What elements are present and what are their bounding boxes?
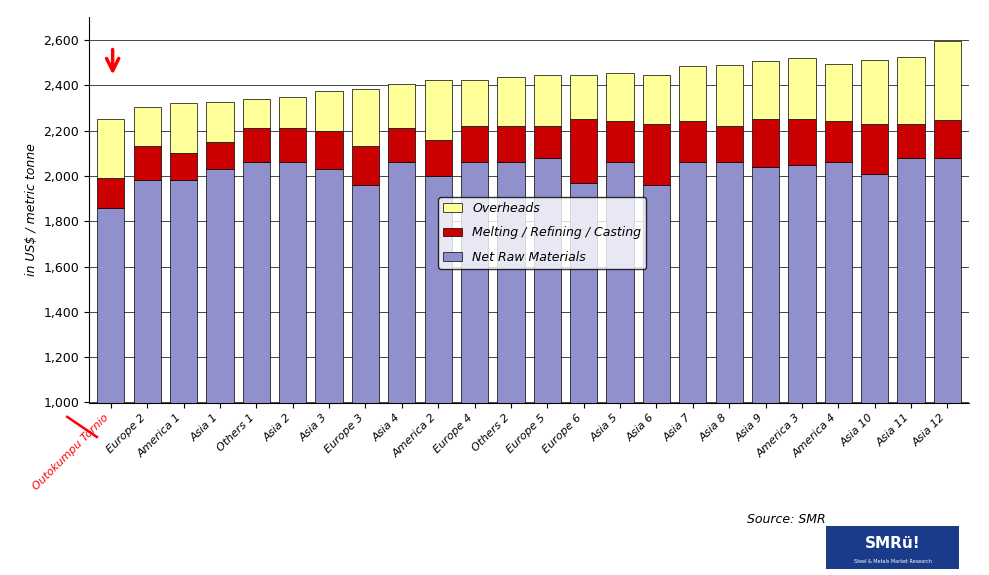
Bar xyxy=(752,62,779,119)
Bar xyxy=(461,79,489,126)
Bar xyxy=(279,162,307,402)
Bar xyxy=(388,162,415,402)
Bar xyxy=(570,75,597,119)
Bar xyxy=(242,128,270,162)
Bar xyxy=(534,158,561,402)
Bar xyxy=(170,153,197,181)
Text: Source: SMR: Source: SMR xyxy=(747,513,825,526)
Bar xyxy=(424,79,452,140)
Bar xyxy=(497,77,524,126)
Bar xyxy=(643,75,671,124)
Bar xyxy=(679,162,706,402)
Bar xyxy=(461,162,489,402)
Bar xyxy=(388,128,415,162)
Bar xyxy=(170,181,197,402)
Bar xyxy=(207,169,233,402)
Bar xyxy=(534,75,561,126)
Bar xyxy=(825,64,852,121)
Bar xyxy=(352,147,379,185)
Bar xyxy=(279,128,307,162)
Bar xyxy=(315,91,343,131)
Bar xyxy=(606,121,634,162)
Bar xyxy=(352,89,379,147)
Bar xyxy=(242,99,270,128)
Bar xyxy=(570,119,597,183)
Bar xyxy=(788,119,816,164)
Bar xyxy=(170,104,197,153)
Bar xyxy=(242,162,270,402)
Bar xyxy=(207,102,233,142)
Bar xyxy=(388,84,415,128)
Bar xyxy=(134,107,161,147)
Bar xyxy=(97,178,125,208)
Bar xyxy=(897,158,925,402)
Bar xyxy=(497,126,524,162)
Bar xyxy=(679,121,706,162)
Bar xyxy=(97,208,125,402)
Y-axis label: in US$ / metric tonne: in US$ / metric tonne xyxy=(25,143,38,277)
Bar xyxy=(134,181,161,402)
Bar xyxy=(570,183,597,402)
Bar xyxy=(279,97,307,128)
Bar xyxy=(897,57,925,124)
Bar xyxy=(315,169,343,402)
Bar xyxy=(825,162,852,402)
Bar xyxy=(424,176,452,402)
Bar xyxy=(861,60,888,124)
Bar xyxy=(424,140,452,176)
Bar xyxy=(752,167,779,402)
Legend: Overheads, Melting / Refining / Casting, Net Raw Materials: Overheads, Melting / Refining / Casting,… xyxy=(438,197,646,269)
Bar xyxy=(752,119,779,167)
Bar xyxy=(643,185,671,402)
Bar xyxy=(97,119,125,178)
Bar xyxy=(606,73,634,121)
Bar xyxy=(315,131,343,169)
Bar xyxy=(606,162,634,402)
Bar xyxy=(934,41,961,120)
Bar xyxy=(679,66,706,121)
Bar xyxy=(207,142,233,169)
Text: Steel & Metals Market Research: Steel & Metals Market Research xyxy=(854,559,932,564)
Text: SMRü!: SMRü! xyxy=(864,536,921,551)
Bar xyxy=(352,185,379,402)
Bar xyxy=(825,121,852,162)
Bar xyxy=(861,174,888,402)
Bar xyxy=(134,147,161,181)
Bar xyxy=(934,158,961,402)
Bar xyxy=(788,58,816,119)
Bar xyxy=(861,124,888,174)
Bar xyxy=(715,162,743,402)
Bar xyxy=(534,126,561,158)
Bar xyxy=(934,120,961,158)
Bar xyxy=(715,126,743,162)
Bar xyxy=(461,126,489,162)
Bar xyxy=(497,162,524,402)
Bar xyxy=(897,124,925,158)
Bar xyxy=(788,164,816,402)
Bar xyxy=(715,65,743,126)
Bar xyxy=(643,124,671,185)
